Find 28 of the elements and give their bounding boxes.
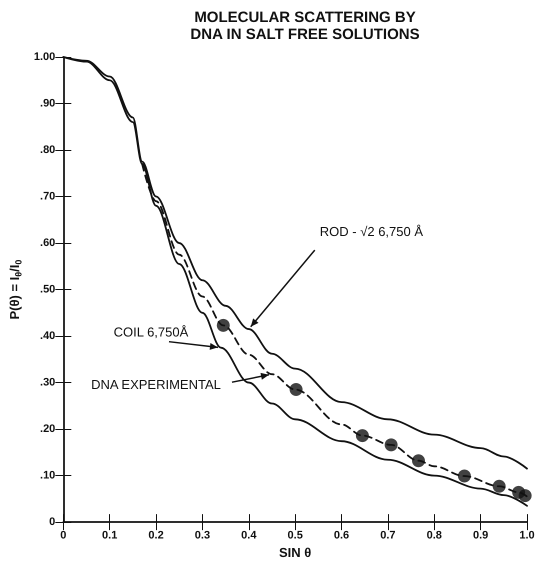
y-tick-label: .40 xyxy=(40,330,56,342)
x-tick-label: 1.0 xyxy=(519,530,535,542)
x-tick-label: 0.9 xyxy=(472,530,488,542)
x-axis-title: SIN θ xyxy=(279,545,312,560)
x-tick-label: 0.7 xyxy=(380,530,396,542)
x-tick-label: 0.8 xyxy=(426,530,442,542)
y-tick-label: .60 xyxy=(40,237,56,250)
y-tick-label: 1.00 xyxy=(34,51,56,63)
y-tick-label: .20 xyxy=(40,423,56,436)
y-tick-label: .80 xyxy=(40,144,56,156)
y-tick-label: .90 xyxy=(40,98,56,110)
y-axis-title: P(θ) = Iθ/I0 xyxy=(7,260,24,320)
y-tick-label: .30 xyxy=(40,376,56,389)
x-tick-label: 0 xyxy=(60,530,66,542)
y-tick-label: .10 xyxy=(40,470,56,482)
x-tick-label: 0.1 xyxy=(102,530,118,542)
annotation: ROD - √2 6,750 Å xyxy=(320,224,424,240)
chart-title: MOLECULAR SCATTERING BY DNA IN SALT FREE SOLUTIONS xyxy=(190,9,420,43)
x-tick-label: 0.2 xyxy=(148,530,164,542)
y-tick-label: .70 xyxy=(40,190,56,203)
x-tick-label: 0.3 xyxy=(194,530,210,542)
y-tick-label: .50 xyxy=(40,284,56,296)
y-tick-label: 0 xyxy=(49,516,56,528)
x-tick-label: 0.4 xyxy=(241,530,258,542)
annotation: DNA EXPERIMENTAL xyxy=(91,377,221,392)
x-tick-label: 0.6 xyxy=(334,530,350,542)
x-tick-label: 0.5 xyxy=(288,530,303,542)
annotation: COIL 6,750Å xyxy=(114,324,189,340)
